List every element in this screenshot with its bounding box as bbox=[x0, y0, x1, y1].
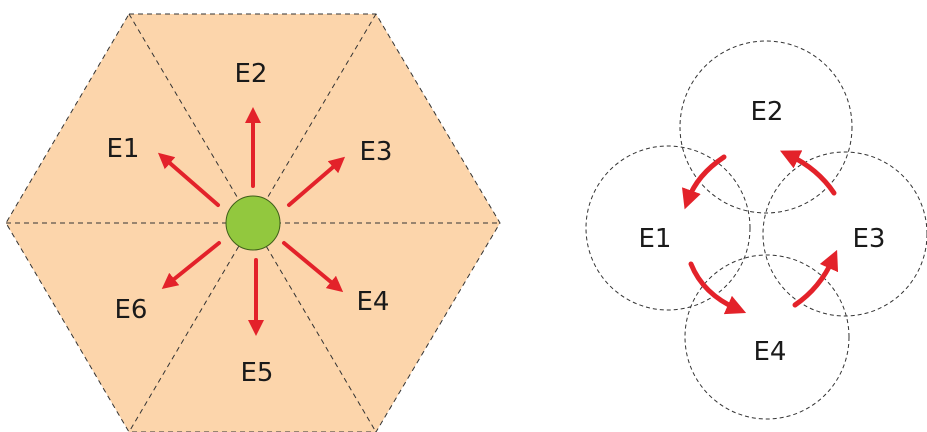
rotation-arrow-e2-to-e1 bbox=[681, 154, 727, 210]
circle-labels: E2 E1 E3 E4 bbox=[639, 97, 886, 367]
arrow-e6 bbox=[161, 241, 221, 290]
rotation-arrow-e1-to-e4 bbox=[688, 261, 747, 315]
circle-e4 bbox=[684, 254, 850, 420]
rotation-arrows bbox=[681, 150, 839, 315]
hexagon-labels: E1 E2 E3 E4 E5 E6 bbox=[107, 59, 393, 388]
arrow-e1 bbox=[157, 152, 220, 207]
circle-diagram: E2 E1 E3 E4 bbox=[585, 40, 927, 420]
dashed-circles bbox=[585, 40, 927, 420]
hexagon-diagram: E1 E2 E3 E4 E5 E6 bbox=[5, 13, 501, 432]
hex-label-e3: E3 bbox=[360, 137, 393, 167]
hex-label-e1: E1 bbox=[107, 134, 140, 164]
circle-e3 bbox=[762, 151, 927, 317]
circle-e2 bbox=[679, 40, 853, 214]
arrow-e3 bbox=[287, 156, 346, 207]
rotation-arrow-e3-to-e2 bbox=[779, 150, 837, 196]
arrow-e4 bbox=[282, 241, 344, 293]
center-dot bbox=[225, 195, 281, 251]
hexagon-arrows bbox=[157, 107, 346, 336]
circle-e1 bbox=[585, 145, 751, 311]
rotation-arrow-e4-to-e3 bbox=[792, 249, 839, 308]
circle-label-e3: E3 bbox=[853, 224, 886, 254]
hex-label-e5: E5 bbox=[241, 358, 274, 388]
hex-label-e6: E6 bbox=[115, 295, 148, 325]
circle-label-e4: E4 bbox=[754, 337, 787, 367]
circle-label-e1: E1 bbox=[639, 224, 672, 254]
hex-label-e4: E4 bbox=[357, 287, 390, 317]
circle-label-e2: E2 bbox=[751, 97, 784, 127]
hex-label-e2: E2 bbox=[235, 59, 268, 89]
